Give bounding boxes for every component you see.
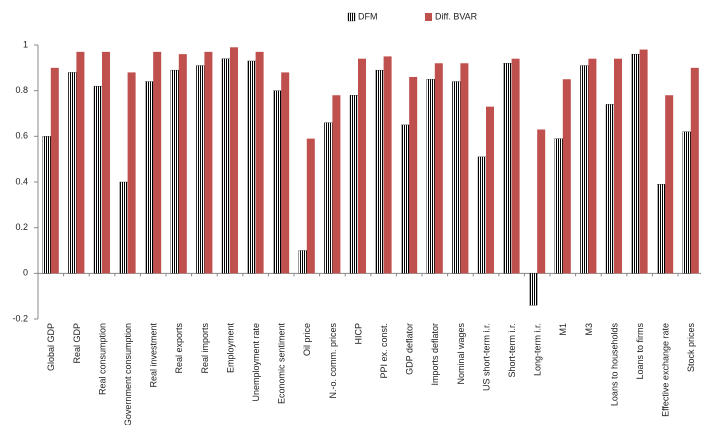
- bar: [375, 69, 384, 274]
- bar: [434, 63, 443, 274]
- bar: [230, 47, 238, 274]
- bar: [178, 54, 187, 274]
- bar: [580, 65, 589, 274]
- bar: [460, 63, 469, 274]
- x-tick-label: Unemployment rate: [251, 323, 261, 402]
- bar: [383, 56, 392, 274]
- bar: [349, 95, 359, 274]
- bar: [298, 250, 307, 274]
- x-tick-label: M3: [584, 323, 594, 336]
- legend-swatch: [425, 13, 432, 21]
- bar: [93, 85, 103, 274]
- bar: [255, 51, 264, 274]
- bar: [401, 124, 410, 274]
- bar: [76, 51, 85, 274]
- bar: [170, 69, 179, 274]
- bar: [119, 181, 128, 274]
- x-tick-label: Short-term i.r.: [507, 323, 517, 378]
- bar: [562, 79, 571, 274]
- bar: [273, 90, 282, 274]
- bar: [614, 58, 622, 274]
- bar: [306, 138, 315, 274]
- x-tick-label: Real GDP: [72, 323, 82, 364]
- bar: [281, 72, 290, 274]
- y-tick-label: 0.8: [15, 85, 28, 95]
- x-tick-label: Loans to firms: [635, 323, 645, 380]
- y-tick-label: -0.2: [12, 313, 28, 323]
- bar: [554, 138, 563, 274]
- x-tick-label: Oil price: [302, 323, 312, 356]
- x-tick-label: Imports deflator: [430, 323, 440, 386]
- bar: [332, 95, 341, 274]
- x-tick-label: Real consumption: [97, 323, 107, 395]
- bar: [50, 67, 59, 274]
- bar: [426, 79, 435, 274]
- x-tick-label: Stock prices: [686, 323, 696, 373]
- bar: [639, 49, 648, 274]
- x-tick-label: Effective exchange rate: [661, 323, 671, 417]
- x-tick-label: Employment: [225, 323, 235, 374]
- bar: [127, 72, 136, 274]
- bar: [486, 106, 494, 274]
- bar: [358, 58, 366, 274]
- bar: [631, 53, 640, 274]
- bar: [145, 81, 154, 274]
- bar: [605, 104, 615, 274]
- x-tick-label: M1: [558, 323, 568, 336]
- legend-swatch: [347, 12, 356, 22]
- x-tick-label: GDP deflator: [405, 323, 415, 375]
- x-tick-label: PPI ex. const.: [379, 323, 389, 379]
- y-tick-label: 0.2: [15, 222, 28, 232]
- bar: [204, 51, 213, 274]
- x-tick-label: Real exports: [174, 323, 184, 374]
- x-tick-label: Nominal wages: [456, 323, 466, 385]
- bar: [153, 51, 162, 274]
- bar: [196, 65, 205, 274]
- x-tick-label: Government consumption: [123, 323, 133, 425]
- bar: [221, 58, 231, 274]
- x-tick-label: Loans to households: [609, 323, 619, 407]
- bar: [537, 129, 546, 274]
- y-tick-label: 0.4: [15, 176, 28, 186]
- bar: [529, 273, 538, 306]
- bar: [324, 122, 333, 274]
- x-tick-label: US short-term i.r.: [481, 323, 491, 391]
- legend-label: Diff. BVAR: [435, 11, 478, 21]
- x-tick-label: Economic sentiment: [277, 323, 287, 405]
- x-tick-label: Real investment: [149, 323, 159, 388]
- x-tick-label: HICP: [353, 323, 363, 345]
- x-tick-label: N.-o. comm. prices: [328, 323, 338, 399]
- bar: [665, 95, 674, 274]
- bar: [657, 184, 666, 274]
- bar: [503, 63, 512, 274]
- y-tick-label: 1: [23, 39, 28, 49]
- y-tick-label: 0.6: [15, 131, 28, 141]
- bar: [477, 156, 487, 274]
- bar: [247, 60, 256, 274]
- bar: [409, 76, 418, 274]
- legend-label: DFM: [358, 11, 378, 21]
- bar: [511, 58, 520, 274]
- x-tick-label: Global GDP: [46, 323, 56, 371]
- bar: [682, 131, 691, 274]
- bar: [68, 72, 77, 274]
- x-tick-label: Long-term i.r.: [533, 323, 543, 376]
- y-tick-label: 0: [23, 268, 28, 278]
- bar: [588, 58, 597, 274]
- bar: [102, 51, 110, 274]
- bar: [452, 81, 461, 274]
- bar: [42, 136, 51, 274]
- x-tick-label: Real imports: [200, 323, 210, 374]
- bar: [690, 67, 699, 274]
